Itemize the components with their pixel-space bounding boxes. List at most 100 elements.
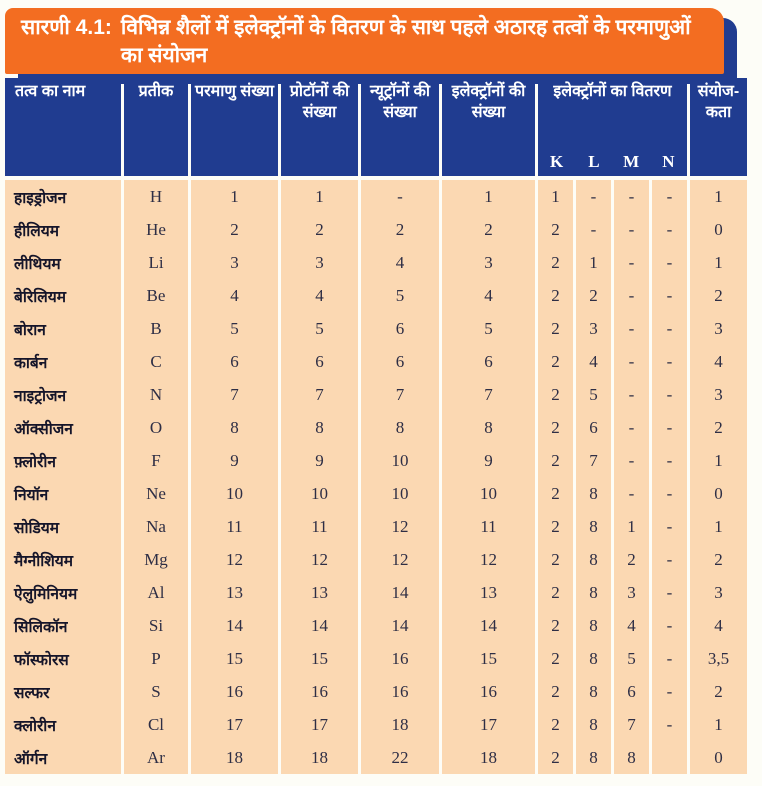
shell-k-cell: 2 (538, 411, 573, 444)
shell-m-cell: 1 (614, 510, 649, 543)
element-name-cell: ऐलुमिनियम (5, 576, 121, 609)
shell-m-cell: - (614, 411, 649, 444)
table-row: हीलियम He 2 2 2 2 2 - - - 0 (5, 213, 747, 246)
shell-n-cell: - (652, 246, 687, 279)
protons-cell: 3 (281, 246, 358, 279)
protons-cell: 7 (281, 378, 358, 411)
atomic-number-cell: 18 (191, 741, 278, 774)
shell-n-cell: - (652, 312, 687, 345)
shell-n-cell: - (652, 609, 687, 642)
valency-cell: 1 (690, 444, 747, 477)
shell-m-cell: 6 (614, 675, 649, 708)
electrons-cell: 11 (442, 510, 535, 543)
neutrons-cell: 4 (361, 246, 439, 279)
symbol-cell: S (124, 675, 188, 708)
header-electrons: इलेक्ट्रॉनों की संख्या (442, 78, 535, 176)
table-row: सल्फर S 16 16 16 16 2 8 6 - 2 (5, 675, 747, 708)
electrons-cell: 3 (442, 246, 535, 279)
header-element-name: तत्व का नाम (5, 78, 121, 176)
valency-cell: 1 (690, 510, 747, 543)
table-header: तत्व का नाम प्रतीक परमाणु संख्या प्रोटॉन… (5, 78, 747, 176)
shell-k-label: K (550, 152, 564, 171)
shell-m-cell: - (614, 279, 649, 312)
element-name-cell: हीलियम (5, 213, 121, 246)
element-name-cell: कार्बन (5, 345, 121, 378)
element-name-cell: ऑक्सीजन (5, 411, 121, 444)
shell-l-label: L (588, 152, 600, 171)
shell-l-cell: 8 (576, 477, 611, 510)
element-name-cell: बेरिलियम (5, 279, 121, 312)
protons-cell: 11 (281, 510, 358, 543)
neutrons-cell: - (361, 180, 439, 213)
neutrons-cell: 6 (361, 345, 439, 378)
electrons-cell: 4 (442, 279, 535, 312)
electrons-cell: 9 (442, 444, 535, 477)
shell-m-cell: 8 (614, 741, 649, 774)
shell-l-cell: 8 (576, 576, 611, 609)
element-name-cell: लीथियम (5, 246, 121, 279)
shell-k-cell: 2 (538, 609, 573, 642)
shell-m-cell: - (614, 345, 649, 378)
atomic-number-cell: 3 (191, 246, 278, 279)
shell-l-cell: 1 (576, 246, 611, 279)
atomic-number-cell: 8 (191, 411, 278, 444)
element-name-cell: फॉस्फोरस (5, 642, 121, 675)
shell-l-cell: 8 (576, 642, 611, 675)
header-distribution-label: इलेक्ट्रॉनों का वितरण (553, 83, 672, 100)
table-body: हाइड्रोजन H 1 1 - 1 1 - - - 1 हीलियम He … (5, 180, 747, 774)
electrons-cell: 1 (442, 180, 535, 213)
table-row: बोरान B 5 5 6 5 2 3 - - 3 (5, 312, 747, 345)
valency-cell: 3,5 (690, 642, 747, 675)
neutrons-cell: 14 (361, 609, 439, 642)
shell-m-cell: - (614, 246, 649, 279)
shell-l-cell: 7 (576, 444, 611, 477)
valency-cell: 1 (690, 246, 747, 279)
table-row: नाइट्रोजन N 7 7 7 7 2 5 - - 3 (5, 378, 747, 411)
valency-cell: 0 (690, 477, 747, 510)
atomic-number-cell: 9 (191, 444, 278, 477)
shell-k-cell: 2 (538, 312, 573, 345)
atomic-number-cell: 6 (191, 345, 278, 378)
electrons-cell: 12 (442, 543, 535, 576)
protons-cell: 13 (281, 576, 358, 609)
element-name-cell: नाइट्रोजन (5, 378, 121, 411)
atomic-number-cell: 17 (191, 708, 278, 741)
protons-cell: 18 (281, 741, 358, 774)
electrons-cell: 5 (442, 312, 535, 345)
valency-cell: 3 (690, 576, 747, 609)
shell-letters-row: K L M N (538, 151, 687, 176)
element-name-cell: हाइड्रोजन (5, 180, 121, 213)
shell-n-cell: - (652, 444, 687, 477)
valency-cell: 2 (690, 279, 747, 312)
shell-m-cell: - (614, 444, 649, 477)
atomic-number-cell: 15 (191, 642, 278, 675)
header-valency: संयोज-कता (690, 78, 747, 176)
protons-cell: 9 (281, 444, 358, 477)
shell-m-cell: - (614, 312, 649, 345)
electrons-cell: 10 (442, 477, 535, 510)
symbol-cell: Si (124, 609, 188, 642)
valency-cell: 1 (690, 708, 747, 741)
shell-k-cell: 1 (538, 180, 573, 213)
shell-l-cell: 4 (576, 345, 611, 378)
shell-k-cell: 2 (538, 279, 573, 312)
shell-n-cell: - (652, 345, 687, 378)
neutrons-cell: 8 (361, 411, 439, 444)
shell-k-cell: 2 (538, 477, 573, 510)
element-name-cell: सिलिकॉन (5, 609, 121, 642)
shell-m-cell: - (614, 213, 649, 246)
table-row: फॉस्फोरस P 15 15 16 15 2 8 5 - 3,5 (5, 642, 747, 675)
protons-cell: 15 (281, 642, 358, 675)
table-row: सिलिकॉन Si 14 14 14 14 2 8 4 - 4 (5, 609, 747, 642)
protons-cell: 14 (281, 609, 358, 642)
table-row: कार्बन C 6 6 6 6 2 4 - - 4 (5, 345, 747, 378)
shell-m-cell: 5 (614, 642, 649, 675)
table-row: हाइड्रोजन H 1 1 - 1 1 - - - 1 (5, 180, 747, 213)
protons-cell: 4 (281, 279, 358, 312)
symbol-cell: Ne (124, 477, 188, 510)
electrons-cell: 18 (442, 741, 535, 774)
shell-l-cell: 8 (576, 543, 611, 576)
shell-n-cell: - (652, 477, 687, 510)
shell-n-cell (652, 741, 687, 774)
